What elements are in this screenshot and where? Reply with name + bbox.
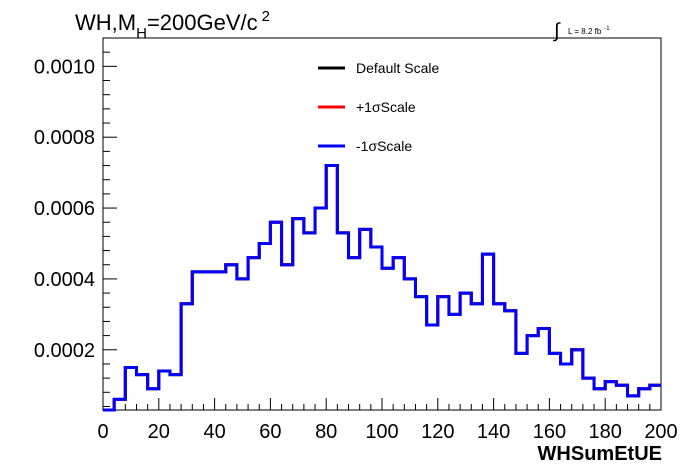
- chart-title: WH,MH=200GeV/c 2: [75, 8, 270, 42]
- legend-label: -1σScale: [356, 138, 412, 154]
- luminosity-sup: -1: [604, 26, 610, 32]
- legend-label: +1σScale: [356, 99, 416, 115]
- y-axis: 0.0002 0.0004 0.0006 0.0008 0.0010: [34, 37, 117, 407]
- legend-label: Default Scale: [356, 60, 439, 76]
- title-main: WH,M: [75, 10, 136, 35]
- histogram-series--1-scale: [103, 164, 661, 412]
- x-tick-label: 20: [148, 421, 170, 443]
- y-tick-label: 0.0010: [34, 56, 95, 78]
- integral-sign: ∫: [553, 20, 561, 42]
- y-tick-label: 0.0002: [34, 340, 95, 362]
- x-tick-label: 160: [533, 421, 566, 443]
- x-tick-label: 100: [365, 421, 398, 443]
- title-rest: =200GeV/c: [147, 10, 258, 35]
- title-superscript: 2: [262, 8, 270, 25]
- x-tick-label: 180: [589, 421, 622, 443]
- legend: Default Scale +1σScale -1σScale: [318, 60, 439, 154]
- x-tick-label: 200: [644, 421, 677, 443]
- y-tick-label: 0.0004: [34, 269, 95, 291]
- x-tick-label: 80: [315, 421, 337, 443]
- luminosity-text: L = 8.2 fb: [568, 27, 602, 36]
- y-tick-label: 0.0008: [34, 127, 95, 149]
- series-layer: [103, 164, 661, 412]
- y-tick-label: 0.0006: [34, 198, 95, 220]
- x-axis: 0 20 40 60 80 100 120 140 160 180 200: [97, 398, 678, 443]
- x-tick-label: 0: [97, 421, 108, 443]
- title-subscript: H: [136, 25, 147, 42]
- x-tick-label: 140: [477, 421, 510, 443]
- luminosity-label: L = 8.2 fb -1: [568, 26, 610, 36]
- plot-frame: [102, 37, 662, 411]
- x-tick-label: 60: [259, 421, 281, 443]
- x-tick-label: 120: [421, 421, 454, 443]
- x-tick-label: 40: [203, 421, 225, 443]
- x-axis-label: WHSumEtUE: [538, 443, 662, 465]
- histogram-series-default-scale: [103, 164, 661, 412]
- histogram-series--1-scale: [103, 164, 661, 412]
